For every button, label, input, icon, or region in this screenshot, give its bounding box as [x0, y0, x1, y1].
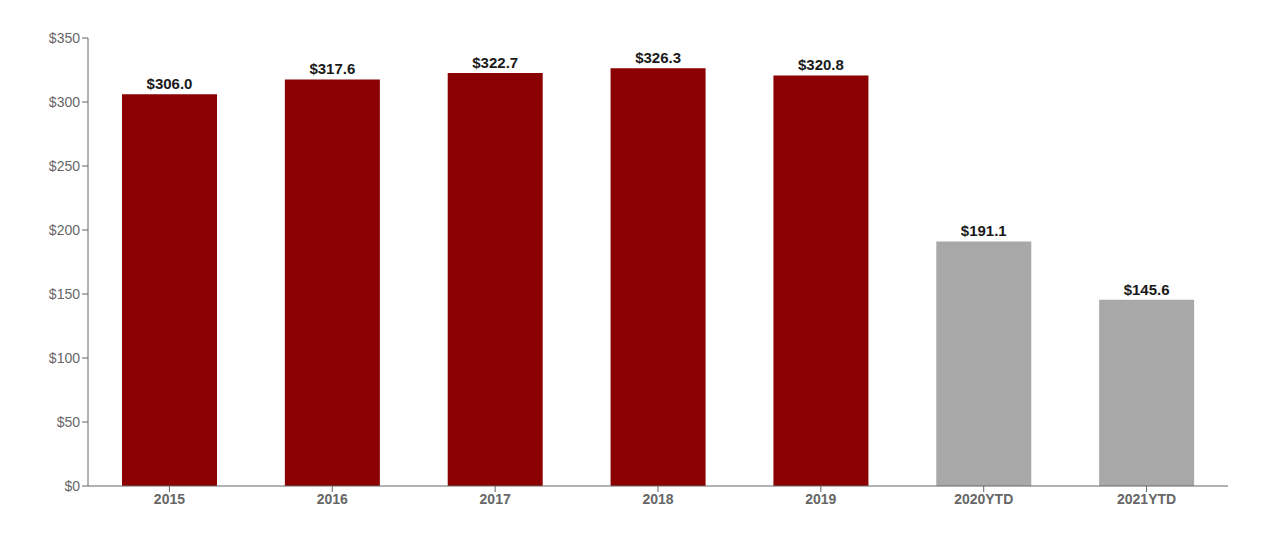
svg-text:$350: $350 [49, 30, 80, 46]
svg-text:$306.0: $306.0 [147, 75, 193, 92]
svg-text:$317.6: $317.6 [309, 60, 355, 77]
svg-text:$145.6: $145.6 [1124, 281, 1170, 298]
svg-text:$322.7: $322.7 [472, 54, 518, 71]
svg-text:$200: $200 [49, 222, 80, 238]
svg-text:$300: $300 [49, 94, 80, 110]
svg-text:2021YTD: 2021YTD [1117, 491, 1176, 507]
svg-text:$100: $100 [49, 350, 80, 366]
svg-text:2019: 2019 [805, 491, 836, 507]
svg-text:2018: 2018 [642, 491, 673, 507]
svg-text:$250: $250 [49, 158, 80, 174]
svg-text:$326.3: $326.3 [635, 49, 681, 66]
svg-text:2020YTD: 2020YTD [954, 491, 1013, 507]
svg-text:2015: 2015 [154, 491, 185, 507]
svg-text:$191.1: $191.1 [961, 222, 1007, 239]
svg-text:$0: $0 [64, 478, 80, 494]
svg-text:$320.8: $320.8 [798, 56, 844, 73]
svg-text:$50: $50 [57, 414, 81, 430]
svg-text:2017: 2017 [480, 491, 511, 507]
svg-text:$150: $150 [49, 286, 80, 302]
svg-text:2016: 2016 [317, 491, 348, 507]
